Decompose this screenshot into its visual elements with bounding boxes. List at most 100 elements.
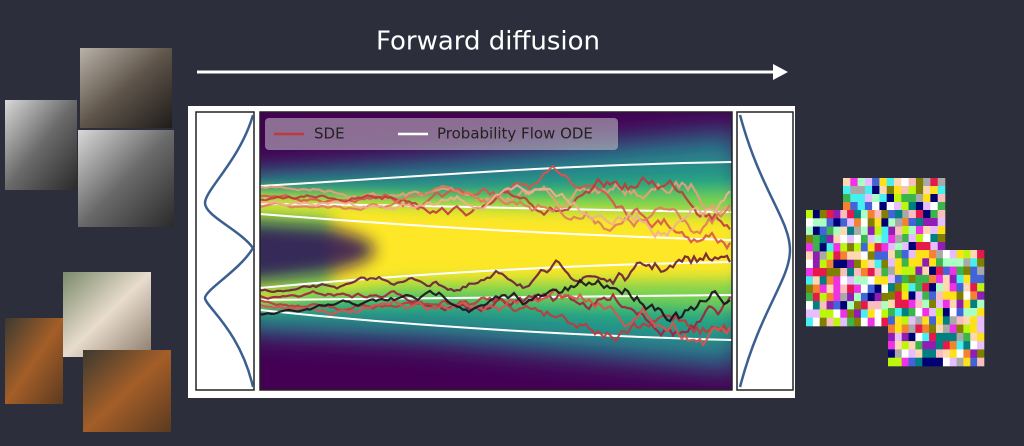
noise-pixel [806,259,814,269]
noise-pixel [886,178,895,187]
noise-pixel [806,284,814,294]
noise-pixel [847,301,855,310]
noise-pixel [806,301,814,310]
noise-pixel [806,226,814,236]
noise-pixel [860,268,869,277]
noise-pixel [812,251,821,260]
noise-pixel [908,210,917,219]
noise-pixel [936,250,944,259]
noise-pixel [915,218,924,227]
noise-pixel [826,234,834,244]
noise-pixel [872,194,880,203]
noise-pixel [956,332,964,342]
noise-pixel [806,292,814,302]
noise-pixel [929,332,937,342]
noise-pixel [854,218,862,227]
noise-pixel [929,316,937,325]
low-density-gap [260,223,375,280]
noise-pixel [915,178,924,187]
noise-pixel [929,266,937,276]
noise-pixel [874,243,882,252]
noise-pixel [901,218,909,227]
noise-pixel [874,226,882,236]
noise-pixel [908,218,917,227]
noise-pixel [977,332,985,342]
noise-pixel [908,202,917,211]
noise-pixel [847,210,855,219]
noise-pixel [881,284,889,294]
noise-pixel [929,308,937,317]
noise-pixel [894,194,902,203]
noise-pixel [942,274,951,284]
noise-pixel [949,332,957,342]
noise-pixel [888,266,896,276]
noise-pixel [888,324,896,334]
noise-pixel [929,299,937,309]
noise-pixel [888,349,896,358]
noise-pixel [860,301,869,310]
noise-pixel [854,301,862,310]
noise-pixel [895,218,903,227]
noise-pixel [908,308,916,317]
noise-pixel [854,226,862,236]
noise-pixel [908,316,916,325]
noise-pixel [819,284,827,294]
noise-pixel [901,234,909,243]
noise-pixel [949,291,957,300]
noise-pixel [956,357,964,367]
noise-pixel [901,341,909,350]
noise-pixel [956,316,964,325]
noise-pixel [963,299,971,309]
noise-pixel [833,309,841,318]
noise-pixel [819,317,827,327]
noise-pixel [929,274,937,284]
noise-pixel [819,309,827,318]
noise-pixel [894,341,903,350]
noise-pixel [949,250,957,259]
noise-pixel [937,242,946,251]
noise-pixel [970,250,978,259]
noise-pixel [936,341,944,350]
noise-pixel [942,332,951,342]
noise-pixel [812,268,821,277]
noise-pixel [857,194,866,203]
noise-pixel [930,226,938,235]
noise-pixel [833,226,841,236]
noise-pixel [826,226,834,236]
noise-pixel [936,283,944,292]
noise-pixel [915,210,924,219]
noise-pixel [929,349,937,358]
arrow-head [773,64,788,80]
noise-pixel [847,259,855,269]
noise-pixel [923,226,931,235]
noise-pixel [833,234,841,244]
noise-pixel [840,292,848,302]
noise-pixel [874,268,882,277]
noise-pixel [901,283,909,292]
noise-pixel [847,218,855,227]
noise-pixel [922,308,930,317]
noise-pixel [963,266,971,276]
noise-pixel [901,202,909,211]
noise-pixel [942,250,951,259]
noise-pixel [840,284,848,294]
noise-pixel [915,357,923,367]
noise-pixel [949,283,957,292]
noise-pixel [867,292,875,302]
noise-pixel [894,258,903,267]
noise-pixel [819,301,827,310]
noise-pixel [833,301,841,310]
noise-pixel [812,218,821,227]
noise-pixel [840,226,848,236]
noise-pixel [895,234,903,244]
noise-pixel [888,332,896,342]
noise-pixel [949,308,957,317]
noise-pixel [936,332,944,342]
noise-pixel [894,316,903,325]
noise-pixel [942,349,951,358]
noise-pixel [930,218,938,227]
noise-pixel [894,202,902,211]
noise-pixel [826,284,834,294]
noise-pixel [901,186,909,195]
noise-pixel [860,309,869,318]
